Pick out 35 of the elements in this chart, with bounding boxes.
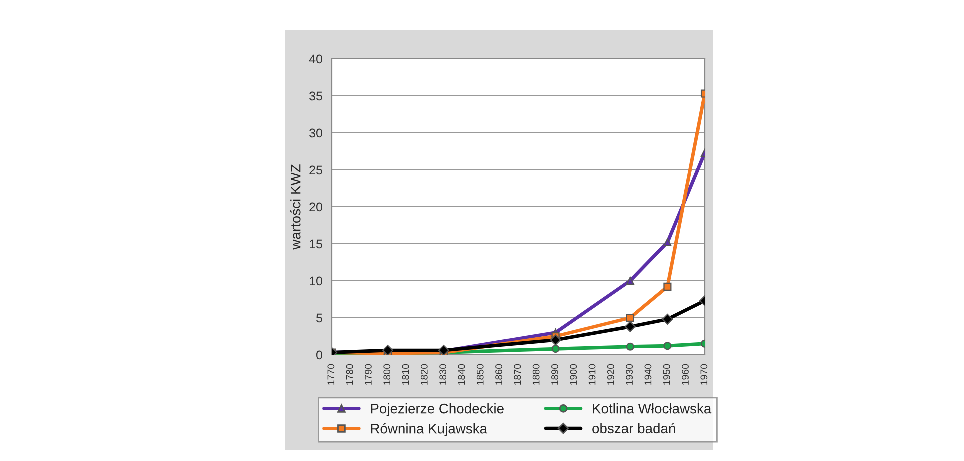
x-tick-label: 1970	[700, 364, 708, 385]
x-tick-label: 1800	[384, 364, 391, 385]
x-tick-label: 1850	[476, 364, 484, 385]
legend-label: obszar badań	[592, 423, 676, 434]
y-tick-label: 5	[316, 314, 322, 323]
x-tick-label: 1910	[588, 364, 596, 385]
y-tick-label: 30	[310, 128, 322, 138]
y-tick-label: 20	[310, 202, 322, 212]
y-axis-title: wartości KWZ	[290, 164, 301, 250]
x-tick-label: 1860	[496, 364, 502, 385]
x-tick-label: 1840	[458, 364, 466, 385]
y-tick-label: 35	[310, 92, 322, 101]
y-tick-label: 10	[310, 276, 322, 286]
x-tick-label: 1810	[402, 364, 410, 385]
x-tick-label: 1920	[607, 364, 614, 385]
x-tick-label: 1780	[346, 364, 354, 385]
legend-label: Kotlina Włocławska	[593, 404, 712, 414]
x-tick-label: 1960	[682, 364, 689, 385]
legend-label: Pojezierze Chodeckie	[371, 404, 504, 416]
x-tick-label: 1790	[365, 364, 372, 385]
x-tick-label: 1950	[663, 364, 670, 385]
y-tick-label: 0	[316, 350, 322, 360]
x-tick-label: 1930	[626, 364, 634, 385]
x-tick-label: 1890	[552, 364, 558, 385]
x-tick-label: 1900	[570, 364, 578, 385]
x-tick-label: 1870	[514, 364, 522, 385]
x-tick-label: 1820	[420, 364, 428, 385]
x-tick-label: 1770	[328, 364, 335, 385]
x-tick-label: 1880	[532, 364, 540, 385]
y-tick-label: 40	[309, 54, 322, 64]
y-tick-label: 25	[310, 166, 322, 175]
x-tick-label: 1830	[440, 364, 447, 385]
y-tick-label: 15	[310, 240, 322, 249]
x-tick-label: 1940	[644, 364, 652, 385]
legend-label: Równina Kujawska	[371, 423, 488, 436]
